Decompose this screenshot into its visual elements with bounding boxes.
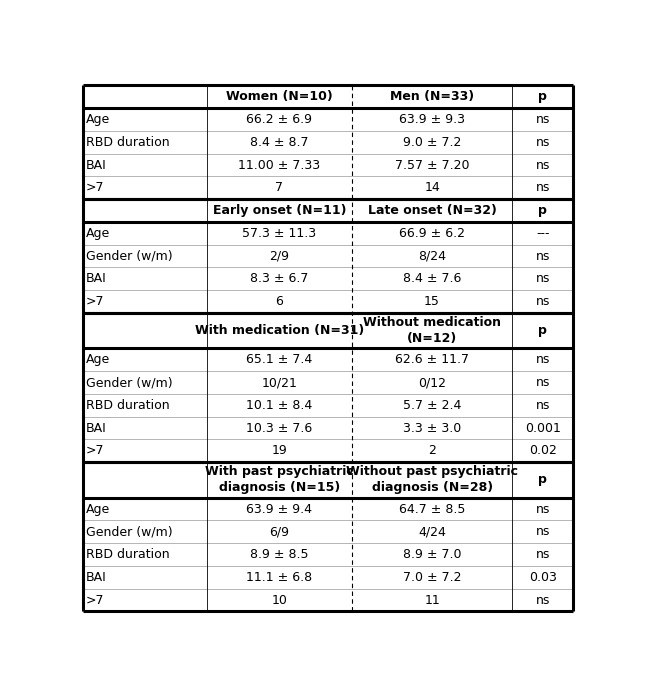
Text: >7: >7 [86, 444, 104, 457]
Text: p: p [539, 324, 547, 337]
Text: 6: 6 [275, 295, 283, 308]
Text: 7.0 ± 7.2: 7.0 ± 7.2 [403, 571, 461, 584]
Text: BAI: BAI [86, 159, 107, 172]
Text: 0.02: 0.02 [529, 444, 557, 457]
Text: BAI: BAI [86, 422, 107, 435]
Text: 5.7 ± 2.4: 5.7 ± 2.4 [403, 399, 461, 412]
Text: ns: ns [535, 593, 550, 607]
Text: p: p [539, 473, 547, 486]
Text: 3.3 ± 3.0: 3.3 ± 3.0 [403, 422, 461, 435]
Text: ns: ns [535, 502, 550, 515]
Text: Late onset (N=32): Late onset (N=32) [368, 204, 497, 217]
Text: Men (N=33): Men (N=33) [390, 90, 474, 104]
Text: With medication (N=31): With medication (N=31) [195, 324, 364, 337]
Text: 62.6 ± 11.7: 62.6 ± 11.7 [395, 353, 469, 366]
Text: 0.001: 0.001 [525, 422, 561, 435]
Text: 10: 10 [272, 593, 287, 607]
Text: ns: ns [535, 295, 550, 308]
Text: 8.4 ± 7.6: 8.4 ± 7.6 [403, 273, 461, 285]
Text: BAI: BAI [86, 273, 107, 285]
Text: 8.3 ± 6.7: 8.3 ± 6.7 [250, 273, 308, 285]
Text: 11.1 ± 6.8: 11.1 ± 6.8 [246, 571, 312, 584]
Text: 7: 7 [275, 181, 283, 195]
Text: ns: ns [535, 525, 550, 538]
Text: RBD duration: RBD duration [86, 136, 170, 149]
Text: Age: Age [86, 113, 110, 126]
Text: >7: >7 [86, 181, 104, 195]
Text: 6/9: 6/9 [270, 525, 290, 538]
Text: 11.00 ± 7.33: 11.00 ± 7.33 [238, 159, 321, 172]
Text: ---: --- [536, 227, 550, 239]
Text: 64.7 ± 8.5: 64.7 ± 8.5 [399, 502, 465, 515]
Text: ns: ns [535, 548, 550, 561]
Text: Without medication
(N=12): Without medication (N=12) [363, 316, 501, 345]
Text: ns: ns [535, 353, 550, 366]
Text: 4/24: 4/24 [418, 525, 446, 538]
Text: ns: ns [535, 376, 550, 389]
Text: RBD duration: RBD duration [86, 548, 170, 561]
Text: 10.3 ± 7.6: 10.3 ± 7.6 [246, 422, 312, 435]
Text: ns: ns [535, 113, 550, 126]
Text: Gender (w/m): Gender (w/m) [86, 250, 173, 262]
Text: 15: 15 [424, 295, 440, 308]
Text: Early onset (N=11): Early onset (N=11) [213, 204, 346, 217]
Text: 19: 19 [272, 444, 287, 457]
Text: 66.9 ± 6.2: 66.9 ± 6.2 [399, 227, 465, 239]
Text: p: p [539, 204, 547, 217]
Text: >7: >7 [86, 593, 104, 607]
Text: 2/9: 2/9 [270, 250, 290, 262]
Text: 63.9 ± 9.4: 63.9 ± 9.4 [246, 502, 312, 515]
Text: ns: ns [535, 136, 550, 149]
Text: 65.1 ± 7.4: 65.1 ± 7.4 [246, 353, 312, 366]
Text: 63.9 ± 9.3: 63.9 ± 9.3 [399, 113, 465, 126]
Text: Age: Age [86, 227, 110, 239]
Text: 11: 11 [424, 593, 440, 607]
Text: With past psychiatric
diagnosis (N=15): With past psychiatric diagnosis (N=15) [205, 466, 353, 495]
Text: Gender (w/m): Gender (w/m) [86, 525, 173, 538]
Text: 0.03: 0.03 [529, 571, 557, 584]
Text: Gender (w/m): Gender (w/m) [86, 376, 173, 389]
Text: ns: ns [535, 159, 550, 172]
Text: ns: ns [535, 250, 550, 262]
Text: Without past psychiatric
diagnosis (N=28): Without past psychiatric diagnosis (N=28… [346, 466, 518, 495]
Text: 66.2 ± 6.9: 66.2 ± 6.9 [246, 113, 312, 126]
Text: 8/24: 8/24 [418, 250, 446, 262]
Text: 0/12: 0/12 [418, 376, 446, 389]
Text: Age: Age [86, 502, 110, 515]
Text: RBD duration: RBD duration [86, 399, 170, 412]
Text: 14: 14 [424, 181, 440, 195]
Text: 8.4 ± 8.7: 8.4 ± 8.7 [250, 136, 308, 149]
Text: 2: 2 [428, 444, 436, 457]
Text: 10/21: 10/21 [261, 376, 297, 389]
Text: 8.9 ± 8.5: 8.9 ± 8.5 [250, 548, 308, 561]
Text: Women (N=10): Women (N=10) [226, 90, 333, 104]
Text: ns: ns [535, 181, 550, 195]
Text: 57.3 ± 11.3: 57.3 ± 11.3 [243, 227, 317, 239]
Text: p: p [539, 90, 547, 104]
Text: 8.9 ± 7.0: 8.9 ± 7.0 [403, 548, 461, 561]
Text: Age: Age [86, 353, 110, 366]
Text: BAI: BAI [86, 571, 107, 584]
Text: ns: ns [535, 399, 550, 412]
Text: ns: ns [535, 273, 550, 285]
Text: 10.1 ± 8.4: 10.1 ± 8.4 [246, 399, 312, 412]
Text: >7: >7 [86, 295, 104, 308]
Text: 7.57 ± 7.20: 7.57 ± 7.20 [395, 159, 470, 172]
Text: 9.0 ± 7.2: 9.0 ± 7.2 [403, 136, 461, 149]
